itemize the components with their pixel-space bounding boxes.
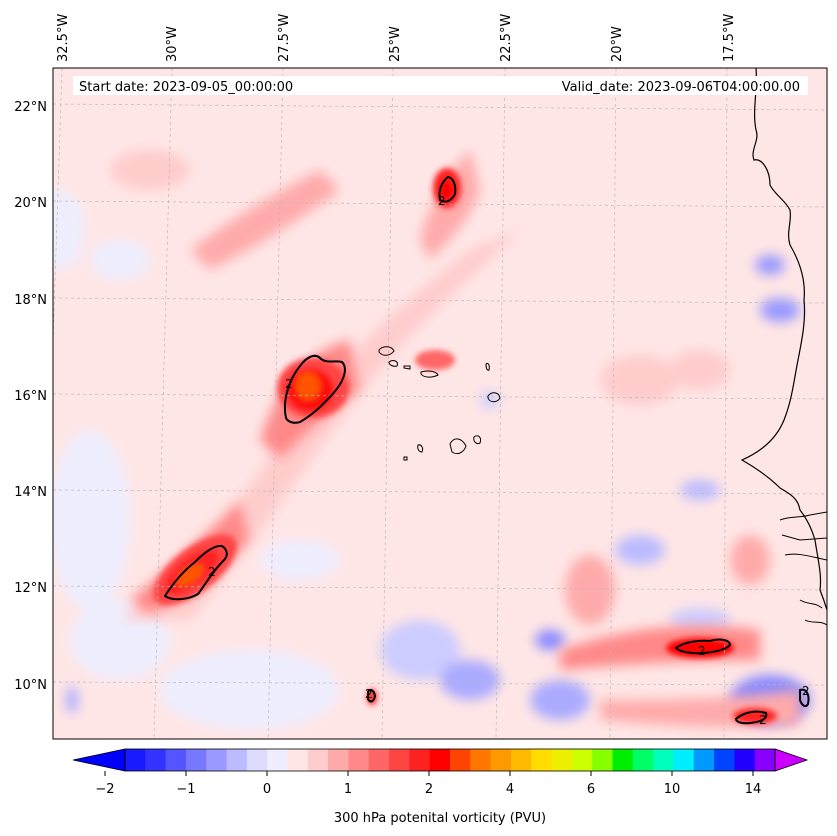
colorbar-cell — [145, 749, 167, 771]
map-frame — [52, 67, 828, 740]
contour-label: 2 — [802, 684, 810, 698]
contour-label: 2 — [438, 194, 446, 208]
lat-label: 22°N — [14, 100, 47, 115]
colorbar-ticks: −2 −1 0 1 2 4 6 10 14 — [95, 771, 761, 797]
colorbar-tick-label: 10 — [664, 782, 681, 797]
colorbar-cell — [714, 749, 735, 771]
lat-label: 16°N — [14, 389, 47, 404]
contour-labels: 2 2 2 2 2 2 2 — [208, 194, 810, 727]
valid-date: Valid_date: 2023-09-06T04:00:00.00 — [562, 80, 800, 95]
latitude-labels: 22°N 20°N 18°N 16°N 14°N 12°N 10°N — [14, 100, 47, 693]
colorbar-cell — [551, 749, 573, 771]
colorbar-tick-label: 6 — [587, 782, 595, 797]
strong-pv-cores — [153, 168, 777, 724]
lon-label: 22.5°W — [499, 14, 514, 62]
header-box — [73, 76, 808, 95]
colorbar-cell — [409, 749, 431, 771]
lon-label: 27.5°W — [277, 14, 292, 62]
contour-north — [438, 175, 457, 203]
lon-label: 25°W — [388, 26, 403, 62]
contour-south-west — [163, 544, 228, 601]
africa-coastline — [740, 68, 827, 611]
colorbar-cell — [389, 749, 410, 771]
colorbar-cell — [592, 749, 613, 771]
contour-label: 2 — [365, 687, 373, 701]
contour-label: 2 — [759, 713, 767, 727]
colorbar-cell — [165, 749, 187, 771]
colorbar-label: 300 hPa potenital vorticity (PVU) — [334, 811, 546, 826]
colorbar-cell — [246, 749, 268, 771]
contour-small-south — [367, 688, 377, 703]
colorbar-cell — [450, 749, 471, 771]
colorbar-cells — [125, 749, 776, 771]
colorbar-max-extend — [774, 748, 809, 772]
colorbar: −2 −1 0 1 2 4 6 10 14 300 hPa potenital vorticit… — [72, 748, 809, 826]
lon-label: 30°W — [165, 26, 180, 62]
contour-label: 2 — [698, 644, 706, 658]
contour-central — [284, 354, 346, 424]
colorbar-cell — [632, 749, 654, 771]
colorbar-cell — [267, 749, 288, 771]
colorbar-cell — [653, 749, 674, 771]
lat-label: 20°N — [14, 196, 47, 211]
contour-edge — [799, 688, 810, 708]
lon-label: 20°W — [610, 26, 625, 62]
lon-label: 32.5°W — [56, 14, 71, 62]
colorbar-cell — [693, 749, 715, 771]
colorbar-cell — [571, 749, 593, 771]
colorbar-tick-label: −2 — [95, 782, 114, 797]
colorbar-cell — [307, 749, 329, 771]
colorbar-cell — [531, 749, 553, 771]
colorbar-cell — [470, 749, 492, 771]
colorbar-frame — [124, 748, 776, 772]
colorbar-cell — [754, 749, 776, 771]
colorbar-cell — [734, 749, 756, 771]
colorbar-min-extend — [72, 748, 126, 772]
cape-verde-islands — [378, 346, 501, 461]
colorbar-tick-label: 14 — [745, 782, 762, 797]
colorbar-tick-label: −1 — [176, 782, 195, 797]
colorbar-tick-label: 2 — [425, 782, 433, 797]
colorbar-cell — [510, 749, 532, 771]
colorbar-tick-label: 0 — [263, 782, 271, 797]
lon-label: 17.5°W — [722, 14, 737, 62]
colorbar-cell — [206, 749, 228, 771]
colorbar-cell — [368, 749, 390, 771]
colorbar-cell — [185, 749, 207, 771]
lat-label: 18°N — [14, 293, 47, 308]
colorbar-cell — [429, 749, 451, 771]
colorbar-cell — [348, 749, 370, 771]
start-date: Start date: 2023-09-05_00:00:00 — [79, 80, 293, 95]
colorbar-cell — [226, 749, 248, 771]
graticule — [53, 68, 827, 739]
lat-label: 10°N — [14, 678, 47, 693]
colorbar-cell — [287, 749, 309, 771]
lat-label: 12°N — [14, 581, 47, 596]
colorbar-cell — [328, 749, 349, 771]
colorbar-tick-label: 1 — [344, 782, 352, 797]
lat-label: 14°N — [14, 485, 47, 500]
colorbar-cell — [125, 749, 146, 771]
africa-border — [779, 511, 827, 626]
colorbar-tick-label: 4 — [506, 782, 514, 797]
contour-label: 2 — [208, 565, 216, 579]
longitude-labels: 32.5°W 30°W 27.5°W 25°W 22.5°W 20°W 17.5… — [56, 14, 737, 62]
colorbar-cell — [612, 749, 634, 771]
contour-east — [674, 638, 732, 655]
contour-south-east — [734, 710, 768, 725]
map-panel: 2 2 2 2 2 2 2 — [53, 68, 827, 739]
pv-2-contours — [163, 175, 810, 725]
colorbar-cell — [490, 749, 512, 771]
contour-label: 2 — [285, 377, 293, 391]
colorbar-cell — [673, 749, 695, 771]
